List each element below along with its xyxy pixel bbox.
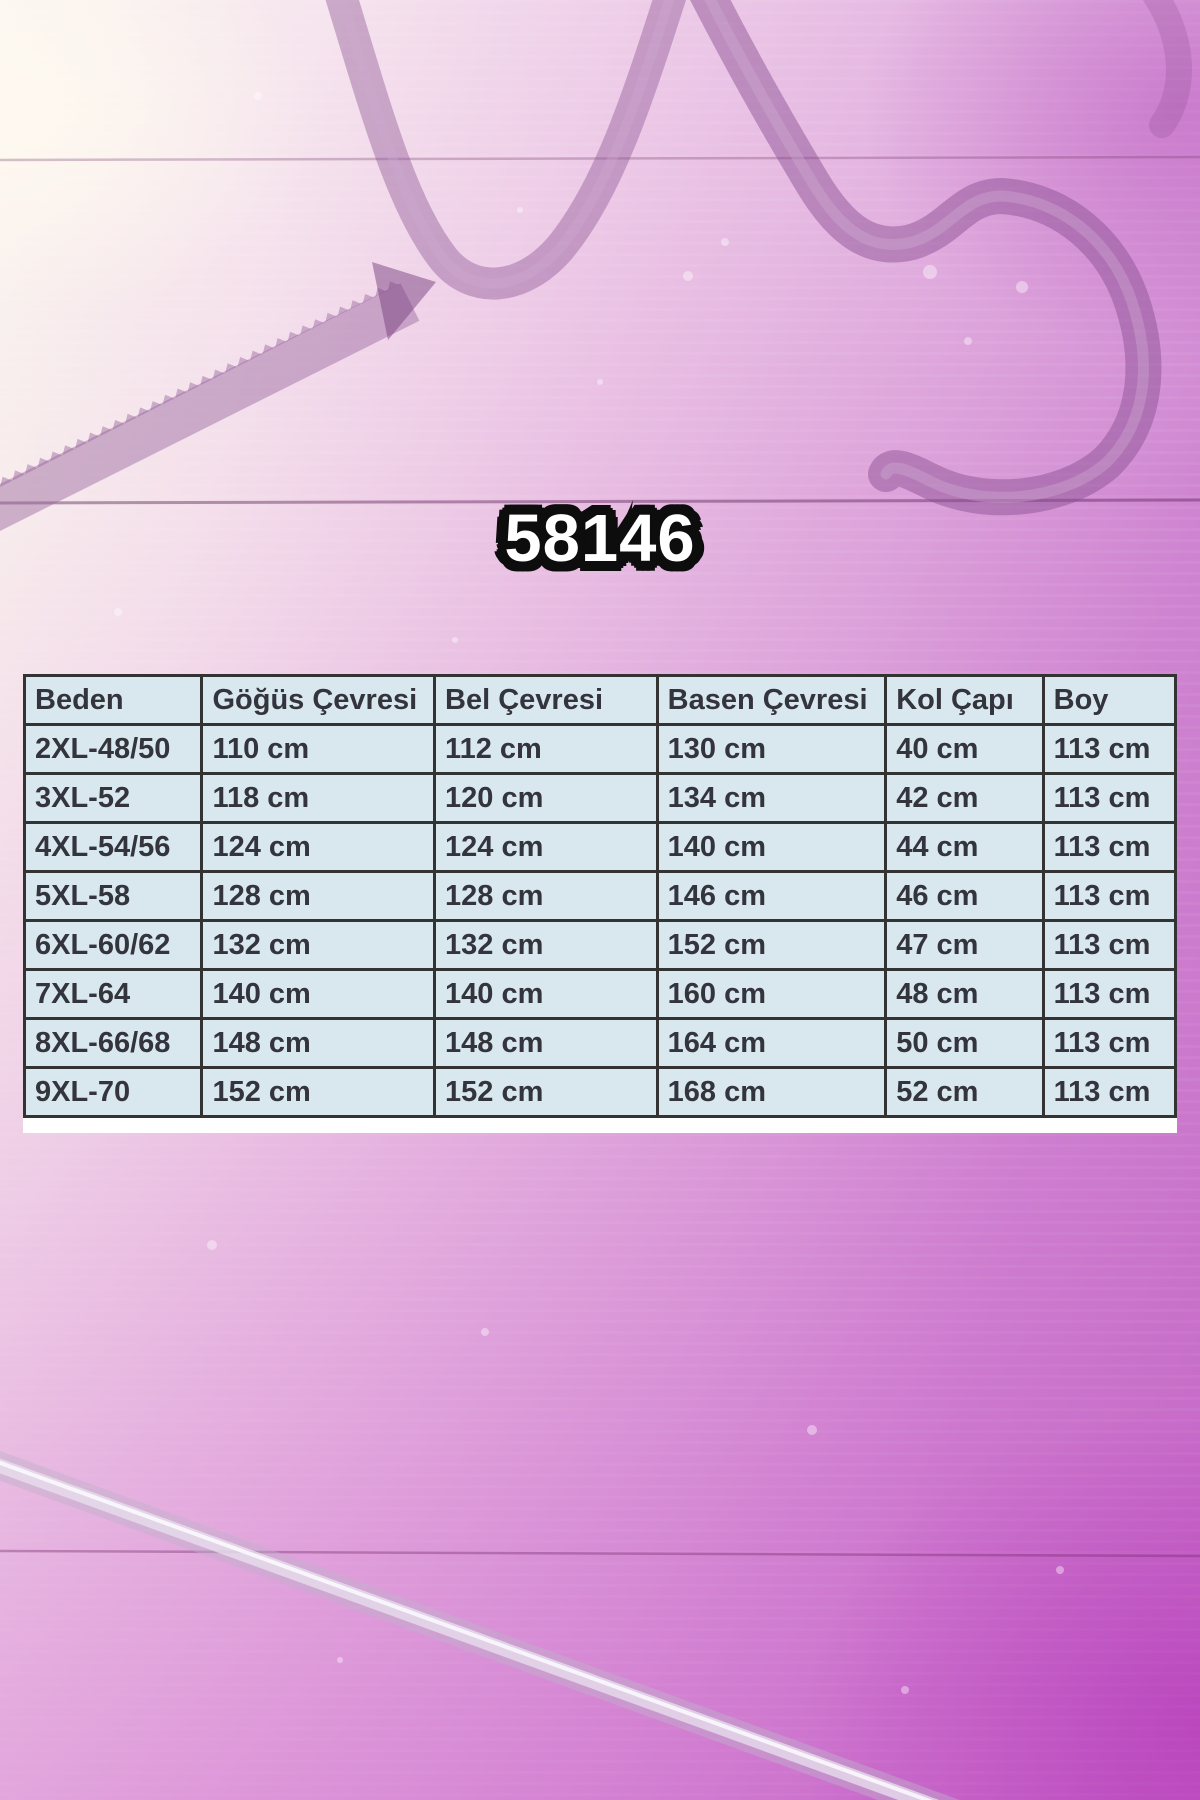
hanger-silhouette-highlight [337, 0, 675, 289]
table-cell: 110 cm [200, 723, 437, 775]
table-cell: 113 cm [1041, 1017, 1178, 1069]
hanger-hook-highlight [704, 0, 1149, 503]
table-cell: 113 cm [1041, 772, 1178, 824]
table-cell: 7XL-64 [22, 968, 204, 1020]
table-cell: 148 cm [200, 1017, 437, 1069]
title-ink-spike [612, 500, 633, 552]
table-cell: 4XL-54/56 [22, 821, 204, 873]
table-cell: 3XL-52 [22, 772, 204, 824]
table-cell: 112 cm [433, 723, 659, 775]
serrated-teeth [0, 281, 400, 487]
table-cell: 113 cm [1041, 723, 1178, 775]
table-cell: 128 cm [200, 870, 437, 922]
table-row: 6XL-60/62 132 cm 132 cm 152 cm 47 cm 113… [22, 919, 1178, 971]
plank-seam-line [0, 155, 1200, 162]
hanger-hook-icon [690, 0, 1162, 516]
table-cell: 46 cm [884, 870, 1045, 922]
table-cell: 120 cm [433, 772, 659, 824]
table-cell: 168 cm [655, 1066, 888, 1118]
table-cell: 134 cm [655, 772, 888, 824]
table-cell: 132 cm [200, 919, 437, 971]
table-cell: 48 cm [884, 968, 1045, 1020]
table-cell: 9XL-70 [22, 1066, 204, 1118]
table-row: 7XL-64 140 cm 140 cm 160 cm 48 cm 113 cm [22, 968, 1178, 1020]
size-chart-container: Beden Göğüs Çevresi Bel Çevresi Basen Çe… [22, 674, 1178, 1133]
table-cell: 128 cm [433, 870, 659, 922]
table-cell: 152 cm [200, 1066, 437, 1118]
table-cell: 42 cm [884, 772, 1045, 824]
table-cell: 8XL-66/68 [22, 1017, 204, 1069]
plank-seam-line [0, 498, 1200, 505]
table-row: 9XL-70 152 cm 152 cm 168 cm 52 cm 113 cm [22, 1066, 1178, 1118]
header-cell-beden: Beden [22, 674, 204, 726]
header-cell-bel: Bel Çevresi [433, 674, 659, 726]
header-cell-basen: Basen Çevresi [655, 674, 888, 726]
table-cell: 113 cm [1041, 968, 1178, 1020]
table-cell: 113 cm [1041, 919, 1178, 971]
table-cell: 47 cm [884, 919, 1045, 971]
table-cell: 130 cm [655, 723, 888, 775]
hanger-silhouette-icon [325, 0, 687, 300]
table-cell: 113 cm [1041, 870, 1178, 922]
table-cell: 160 cm [655, 968, 888, 1020]
table-cell: 124 cm [433, 821, 659, 873]
table-row: 4XL-54/56 124 cm 124 cm 140 cm 44 cm 113… [22, 821, 1178, 873]
corner-hanger-edge [1142, 0, 1192, 138]
product-code-title: 58146 [504, 501, 696, 576]
hanger-joint-triangle [372, 262, 436, 340]
table-cell: 44 cm [884, 821, 1045, 873]
table-row: 8XL-66/68 148 cm 148 cm 164 cm 50 cm 113… [22, 1017, 1178, 1069]
table-cell: 6XL-60/62 [22, 919, 204, 971]
header-cell-gogus: Göğüs Çevresi [200, 674, 437, 726]
hanger-rod-highlight [0, 1458, 940, 1800]
table-cell: 152 cm [655, 919, 888, 971]
table-cell: 5XL-58 [22, 870, 204, 922]
table-cell: 164 cm [655, 1017, 888, 1069]
table-cell: 118 cm [200, 772, 437, 824]
table-cell: 132 cm [433, 919, 659, 971]
table-cell: 140 cm [200, 968, 437, 1020]
table-row: 3XL-52 118 cm 120 cm 134 cm 42 cm 113 cm [22, 772, 1178, 824]
table-cell: 40 cm [884, 723, 1045, 775]
speckle-dots [114, 92, 1064, 1694]
serrated-bar [0, 283, 420, 531]
table-cell: 140 cm [655, 821, 888, 873]
size-chart-table: Beden Göğüs Çevresi Bel Çevresi Basen Çe… [22, 674, 1178, 1118]
table-cell: 152 cm [433, 1066, 659, 1118]
table-cell: 50 cm [884, 1017, 1045, 1069]
header-cell-boy: Boy [1041, 674, 1178, 726]
table-cell: 140 cm [433, 968, 659, 1020]
table-cell: 2XL-48/50 [22, 723, 204, 775]
table-cell: 146 cm [655, 870, 888, 922]
plank-seam-line [0, 1549, 1200, 1558]
table-cell: 148 cm [433, 1017, 659, 1069]
table-cell: 52 cm [884, 1066, 1045, 1118]
table-row: 2XL-48/50 110 cm 112 cm 130 cm 40 cm 113… [22, 723, 1178, 775]
hanger-rod-glint [0, 1460, 933, 1800]
header-cell-kol: Kol Çapı [884, 674, 1045, 726]
table-cell: 113 cm [1041, 1066, 1178, 1118]
table-cell: 124 cm [200, 821, 437, 873]
header-row: Beden Göğüs Çevresi Bel Çevresi Basen Çe… [22, 674, 1178, 726]
table-cell: 113 cm [1041, 821, 1178, 873]
hanger-rod [0, 1451, 960, 1800]
table-row: 5XL-58 128 cm 128 cm 146 cm 46 cm 113 cm [22, 870, 1178, 922]
